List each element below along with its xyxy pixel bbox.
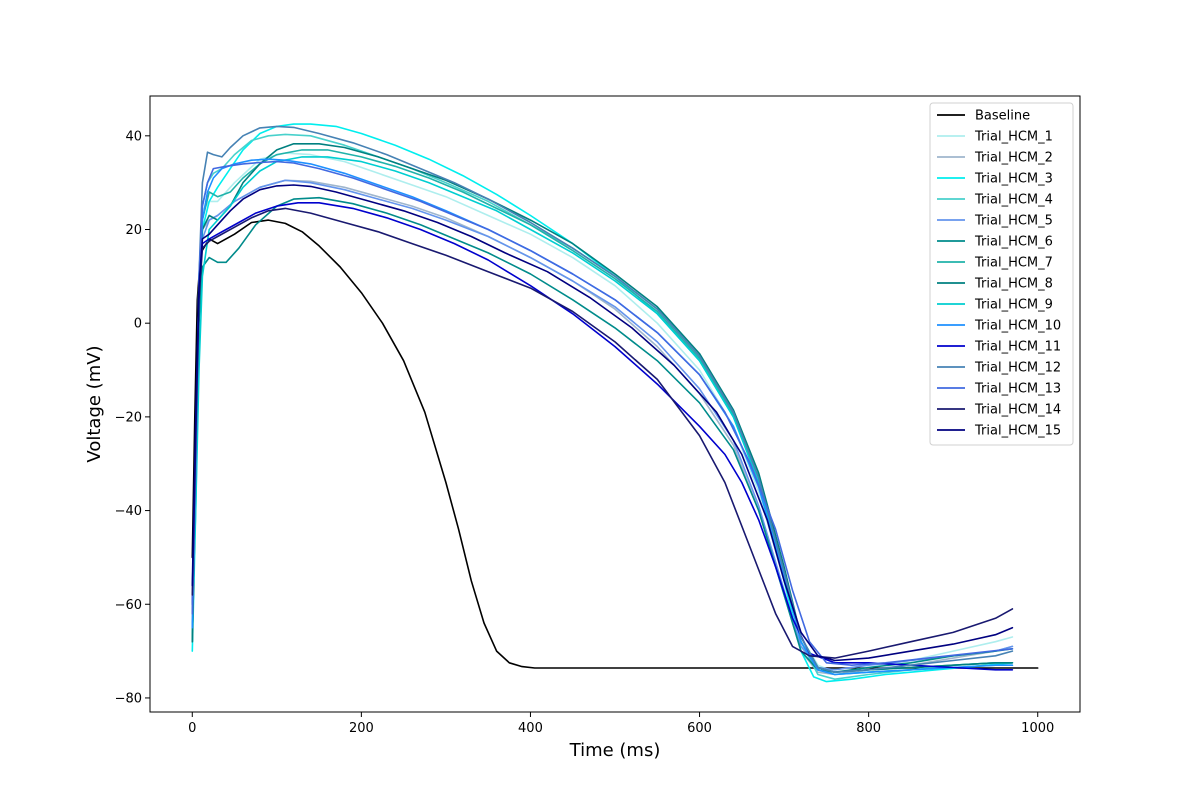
series-line-trial-hcm-3	[191, 123, 1014, 683]
series-line-trial-hcm-13	[191, 160, 1014, 667]
series-line-trial-hcm-4	[191, 133, 1014, 681]
series-line-baseline	[191, 219, 1039, 669]
x-tick-label: 800	[856, 721, 881, 736]
legend-label: Trial_HCM_4	[974, 193, 1053, 208]
legend-label: Trial_HCM_6	[974, 235, 1053, 250]
legend: Baseline Trial_HCM_1 Trial_HCM_2 Trial_HCM_…	[929, 102, 1074, 446]
legend-label: Trial_HCM_8	[974, 277, 1053, 292]
legend-label: Trial_HCM_14	[974, 403, 1061, 418]
series-line-trial-hcm-5	[191, 179, 1014, 671]
y-tick-label: −20	[115, 410, 142, 425]
y-axis: −80 −60 −40 −20 0 20 40	[115, 129, 150, 706]
y-axis-title: Voltage (mV)	[84, 345, 105, 462]
legend-label: Baseline	[975, 109, 1030, 124]
legend-label: Trial_HCM_7	[974, 256, 1053, 271]
x-axis: 0 200 400 600 800 1000	[188, 712, 1054, 736]
y-tick-label: 20	[125, 223, 142, 238]
x-tick-label: 0	[188, 721, 196, 736]
x-axis-title: Time (ms)	[569, 740, 661, 761]
y-tick-label: −40	[115, 504, 142, 519]
legend-label: Trial_HCM_1	[974, 130, 1053, 145]
series-line-trial-hcm-15	[191, 184, 1014, 662]
series-layer	[191, 123, 1039, 683]
legend-label: Trial_HCM_9	[974, 298, 1053, 313]
legend-label: Trial_HCM_12	[974, 361, 1061, 376]
plot-frame	[149, 95, 1081, 713]
x-tick-label: 200	[349, 721, 374, 736]
x-tick-label: 600	[687, 721, 712, 736]
legend-label: Trial_HCM_10	[974, 319, 1061, 334]
legend-label: Trial_HCM_15	[974, 424, 1061, 439]
legend-box	[929, 102, 1074, 446]
legend-label: Trial_HCM_11	[974, 340, 1061, 355]
x-tick-label: 1000	[1021, 721, 1054, 736]
legend-label: Trial_HCM_2	[974, 151, 1053, 166]
legend-label: Trial_HCM_13	[974, 382, 1061, 397]
legend-label: Trial_HCM_3	[974, 172, 1053, 187]
series-line-trial-hcm-14	[191, 207, 1014, 659]
y-tick-label: −80	[115, 691, 142, 706]
series-line-trial-hcm-12	[191, 125, 1014, 674]
x-tick-label: 400	[518, 721, 543, 736]
y-tick-label: 40	[125, 129, 142, 144]
legend-label: Trial_HCM_5	[974, 214, 1053, 229]
y-tick-label: −60	[115, 598, 142, 613]
y-tick-label: 0	[134, 317, 142, 332]
